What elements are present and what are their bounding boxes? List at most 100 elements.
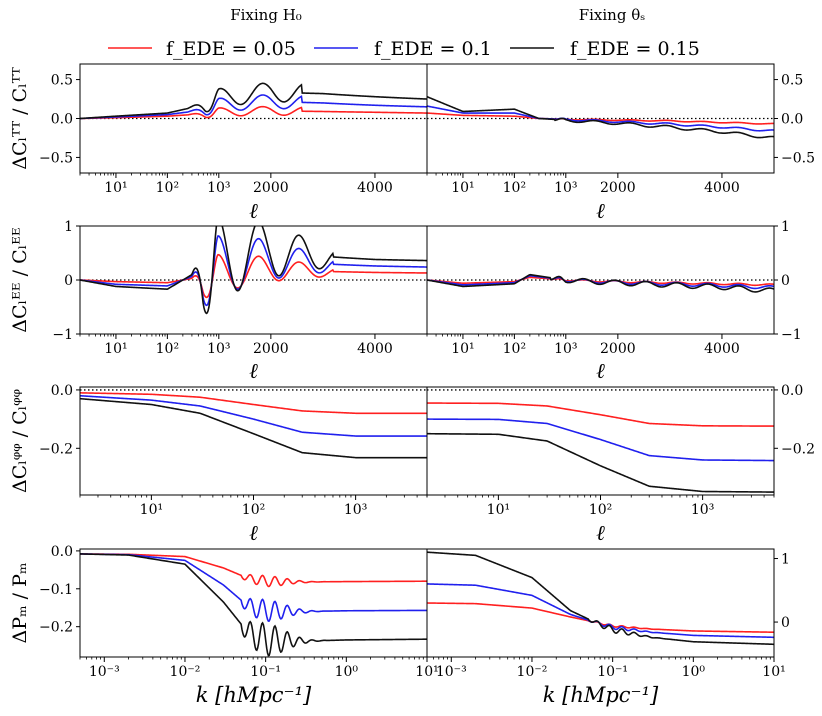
ytick-label: 0: [64, 273, 73, 289]
ytick-label: 1: [781, 552, 790, 568]
ytick-label: −0.1: [39, 582, 73, 598]
series-pm-1-2: [427, 551, 774, 646]
series-tt-1-0: [427, 112, 774, 125]
panel-phiphi-left: −0.2 0.0 10¹ 10² 10³ ℓ: [39, 383, 428, 545]
series-tt-1-2: [427, 95, 774, 139]
chart-ee: ΔCₗᴱᴱ / Cₗᴱᴱ −1 0 1 10¹ 10² 10³ 2000 4000 ℓ −1 0 1 10…: [9, 219, 802, 383]
xtick-label: 10¹: [104, 180, 127, 196]
series-phiphi-0-1: [80, 394, 427, 437]
series-phiphi-0-2: [80, 397, 427, 459]
series-phiphi-0-0: [80, 392, 427, 415]
plot-area: ΔCₗᵀᵀ / Cₗᵀᵀ −0.5 0.0 0.5 10¹ 10² 10³ 2000 4000 ℓ…: [9, 63, 815, 707]
ytick-label: 0.0: [51, 112, 73, 128]
ytick-label: 0.0: [51, 383, 73, 399]
ytick-label: 0.5: [51, 73, 73, 89]
xlabel-ee: ℓ: [249, 359, 258, 383]
ytick-label: −0.5: [781, 150, 815, 166]
ytick-label: −0.2: [39, 620, 73, 636]
series-phiphi-1-2: [427, 432, 774, 493]
series-pm-1-0: [427, 602, 774, 634]
ytick-label: 0: [781, 615, 790, 631]
panel-ee-right: −1 0 1 10¹ 10² 10³ 2000 4000 ℓ: [426, 219, 802, 383]
series-ee-1-1: [427, 274, 774, 290]
ytick-label: 1: [781, 219, 790, 235]
series-ee-0-2: [80, 226, 427, 315]
legend-label-0: f_EDE = 0.05: [166, 38, 296, 60]
ylabel-pm: ΔPₘ / Pₘ: [9, 562, 31, 643]
series-tt-0-1: [80, 94, 427, 120]
xtick-label: 10²: [503, 180, 526, 196]
xtick-label: 10²: [589, 502, 612, 518]
panel-tt-right: −0.5 0.0 0.5 10¹ 10² 10³ 2000 4000 ℓ: [426, 63, 815, 223]
xlabel-tt: ℓ: [249, 199, 258, 223]
xtick-label: 10¹: [487, 502, 510, 518]
series-phiphi-1-0: [427, 402, 774, 427]
column-title-right: Fixing θₛ: [579, 6, 646, 24]
panel-phiphi-right: −0.2 0.0 10¹ 10² 10³ ℓ: [426, 383, 815, 545]
ytick-label: 0.0: [781, 383, 803, 399]
column-title-left: Fixing H₀: [230, 6, 302, 24]
ytick-label: 1: [64, 219, 73, 235]
legend-label-2: f_EDE = 0.15: [570, 38, 700, 60]
xlabel-pm: k [hMpc⁻¹]: [543, 683, 659, 707]
series-pm-0-0: [80, 553, 427, 588]
ytick-label: 0: [781, 273, 790, 289]
column-titles: Fixing H₀ Fixing θₛ: [230, 6, 645, 24]
ylabel-tt: ΔCₗᵀᵀ / Cₗᵀᵀ: [9, 67, 31, 169]
ylabel-ee: ΔCₗᴱᴱ / Cₗᴱᴱ: [9, 227, 31, 332]
ytick-label: −0.2: [781, 441, 815, 457]
series-pm-0-1: [80, 553, 427, 623]
series-ee-1-0: [427, 276, 774, 287]
xtick-label: 2000: [253, 180, 289, 196]
xtick-label: 10³: [691, 502, 714, 518]
series-ee-0-0: [80, 253, 427, 299]
xtick-label: 10¹: [140, 502, 163, 518]
xtick-label: 10³: [344, 502, 367, 518]
xtick-label: 10¹: [104, 341, 127, 357]
series-phiphi-1-1: [427, 418, 774, 462]
panel-pm-right: 0 1 10⁻³ 10⁻² 10⁻¹ 10⁰ 10¹ k [hMpc⁻¹]: [426, 548, 790, 707]
xlabel-phiphi: ℓ: [596, 521, 605, 545]
series-pm-1-1: [427, 583, 774, 639]
xtick-label: 10¹: [451, 180, 474, 196]
xlabel-tt: ℓ: [596, 199, 605, 223]
xtick-label: 10⁻¹: [597, 664, 628, 680]
xlabel-pm: k [hMpc⁻¹]: [196, 683, 312, 707]
xtick-label: 10²: [156, 341, 179, 357]
axes-frame: [426, 548, 775, 658]
ytick-label: −1: [52, 327, 73, 343]
xtick-label: 10²: [242, 502, 265, 518]
xtick-label: 4000: [704, 341, 740, 357]
xtick-label: 4000: [357, 180, 393, 196]
xtick-label: 10⁰: [335, 664, 359, 680]
chart-pm: ΔPₘ / Pₘ −0.2 −0.1 0.0 10⁻³ 10⁻² 10⁻¹ 10⁰ 10¹ k […: [9, 544, 790, 707]
chart-phiphi: ΔCₗᵠᵠ / Cₗᵠᵠ −0.2 0.0 10¹ 10² 10³ ℓ −0.2 0.0 10¹ 1…: [9, 383, 815, 545]
series-tt-1-1: [427, 105, 774, 132]
xtick-label: 10⁰: [682, 664, 706, 680]
panel-ee-left: −1 0 1 10¹ 10² 10³ 2000 4000 ℓ: [52, 219, 428, 383]
xtick-label: 2000: [253, 341, 289, 357]
xtick-label: 2000: [600, 180, 636, 196]
series-tt-0-0: [80, 105, 427, 120]
series-pm-0-2: [80, 553, 427, 657]
xtick-label: 10⁻²: [517, 664, 548, 680]
legend: f_EDE = 0.05 f_EDE = 0.1 f_EDE = 0.15: [108, 38, 700, 60]
xtick-label: 2000: [600, 341, 636, 357]
xlabel-ee: ℓ: [596, 359, 605, 383]
ylabel-phiphi: ΔCₗᵠᵠ / Cₗᵠᵠ: [9, 389, 31, 493]
xtick-label: 10³: [554, 341, 577, 357]
ytick-label: −1: [781, 327, 802, 343]
panel-tt-left: −0.5 0.0 0.5 10¹ 10² 10³ 2000 4000 ℓ: [39, 63, 428, 223]
legend-label-1: f_EDE = 0.1: [374, 38, 492, 60]
chart-tt: ΔCₗᵀᵀ / Cₗᵀᵀ −0.5 0.0 0.5 10¹ 10² 10³ 2000 4000 ℓ…: [9, 63, 815, 223]
xtick-label: 4000: [357, 341, 393, 357]
series-ee-1-2: [427, 273, 774, 293]
xtick-label: 10³: [207, 180, 230, 196]
xtick-label: 10³: [207, 341, 230, 357]
xlabel-phiphi: ℓ: [249, 521, 258, 545]
panel-pm-left: −0.2 −0.1 0.0 10⁻³ 10⁻² 10⁻¹ 10⁰ 10¹ k [hMpc⁻¹]: [39, 544, 439, 707]
xtick-label: 10⁻³: [436, 664, 467, 680]
xtick-label: 10¹: [451, 341, 474, 357]
xtick-label: 10⁻³: [89, 664, 120, 680]
ytick-label: −0.2: [39, 441, 73, 457]
